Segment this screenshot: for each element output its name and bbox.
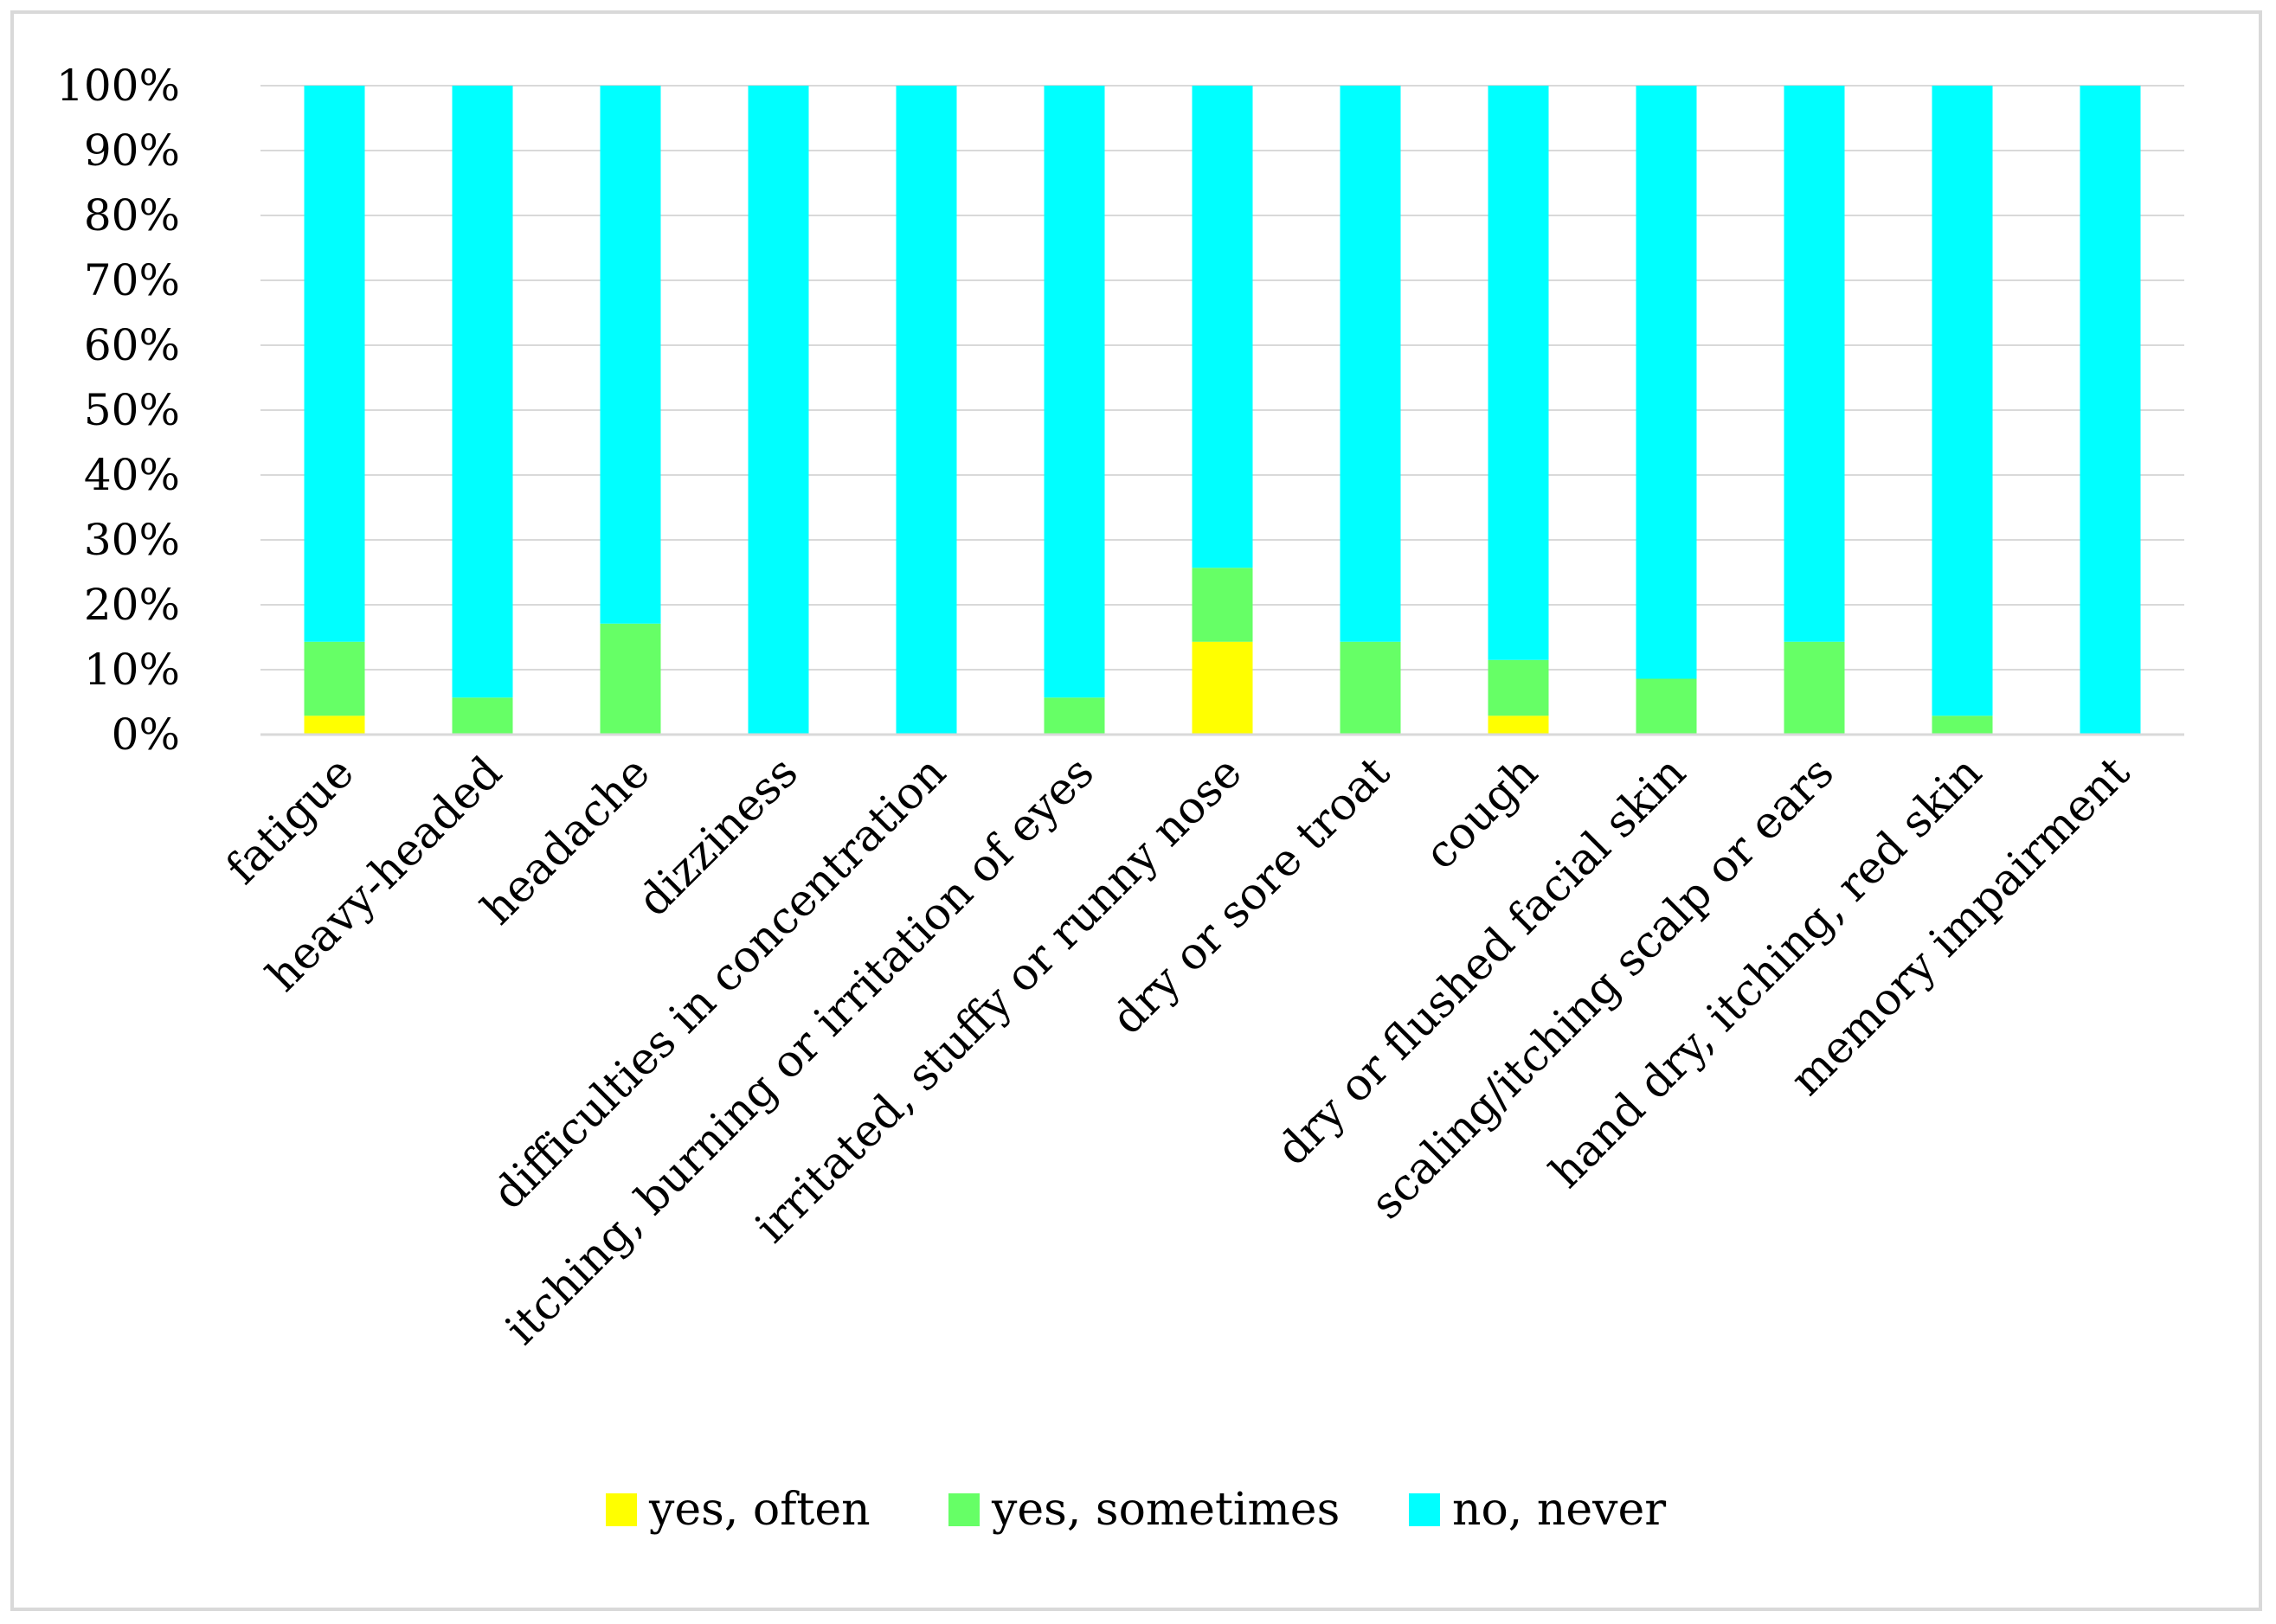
bar-segment bbox=[896, 86, 957, 735]
bar-segment bbox=[1488, 86, 1549, 660]
y-tick-label: 90% bbox=[84, 125, 180, 176]
bar-segment bbox=[304, 86, 365, 642]
legend-label: no, never bbox=[1452, 1484, 1666, 1536]
legend-label: yes, sometimes bbox=[991, 1484, 1340, 1536]
legend: yes, often yes, sometimes no, never bbox=[606, 1484, 1666, 1536]
bar-segment bbox=[1784, 641, 1845, 735]
bar-segment bbox=[2080, 86, 2141, 735]
bar-segment bbox=[600, 86, 661, 624]
legend-label: yes, often bbox=[648, 1484, 871, 1536]
bar-segment bbox=[1636, 86, 1697, 679]
y-tick-label: 40% bbox=[84, 450, 180, 500]
bars bbox=[304, 86, 2141, 735]
bar-segment bbox=[1932, 86, 1993, 716]
bar-segment bbox=[452, 86, 513, 698]
x-category-label: cough bbox=[1416, 747, 1548, 879]
y-tick-label: 70% bbox=[84, 255, 180, 305]
bar-segment bbox=[1636, 678, 1697, 735]
bar-segment bbox=[1192, 86, 1253, 568]
bar-segment bbox=[1784, 86, 1845, 642]
bar-segment bbox=[304, 641, 365, 716]
bar-segment bbox=[748, 86, 809, 735]
y-tick-label: 30% bbox=[84, 515, 180, 565]
y-tick-label: 60% bbox=[84, 320, 180, 370]
bar-segment bbox=[1932, 716, 1993, 735]
legend-swatch bbox=[948, 1493, 980, 1526]
y-tick-label: 50% bbox=[84, 385, 180, 435]
bar-segment bbox=[452, 697, 513, 735]
bar-segment bbox=[1192, 568, 1253, 642]
bar-segment bbox=[1340, 641, 1401, 735]
x-category-labels: fatigueheavy-headedheadachedizzinessdiff… bbox=[216, 747, 2140, 1355]
x-category-label: dry or sore troat bbox=[1103, 747, 1400, 1044]
bar-segment bbox=[1488, 659, 1549, 716]
y-tick-label: 100% bbox=[56, 61, 180, 111]
y-tick-labels: 0% 10% 20% 30% 40% 50% 60% 70% 80% 90% 100% bbox=[56, 61, 180, 760]
y-tick-label: 10% bbox=[84, 645, 180, 695]
chart-frame: 0% 10% 20% 30% 40% 50% 60% 70% 80% 90% 100% fatigu… bbox=[10, 10, 2262, 1611]
bar-segment bbox=[600, 623, 661, 735]
x-category-label: fatigue bbox=[216, 747, 363, 894]
legend-swatch bbox=[606, 1493, 637, 1526]
bar-segment bbox=[1340, 86, 1401, 642]
bar-segment bbox=[1044, 697, 1105, 735]
bar-segment bbox=[304, 716, 365, 735]
stacked-bar-chart: 0% 10% 20% 30% 40% 50% 60% 70% 80% 90% 100% fatigu… bbox=[56, 61, 2184, 1536]
legend-swatch bbox=[1409, 1493, 1440, 1526]
y-tick-label: 20% bbox=[84, 580, 180, 630]
bar-segment bbox=[1192, 641, 1253, 735]
bar-segment bbox=[1044, 86, 1105, 698]
bar-segment bbox=[1488, 716, 1549, 735]
y-tick-label: 0% bbox=[112, 709, 180, 760]
y-tick-label: 80% bbox=[84, 190, 180, 241]
